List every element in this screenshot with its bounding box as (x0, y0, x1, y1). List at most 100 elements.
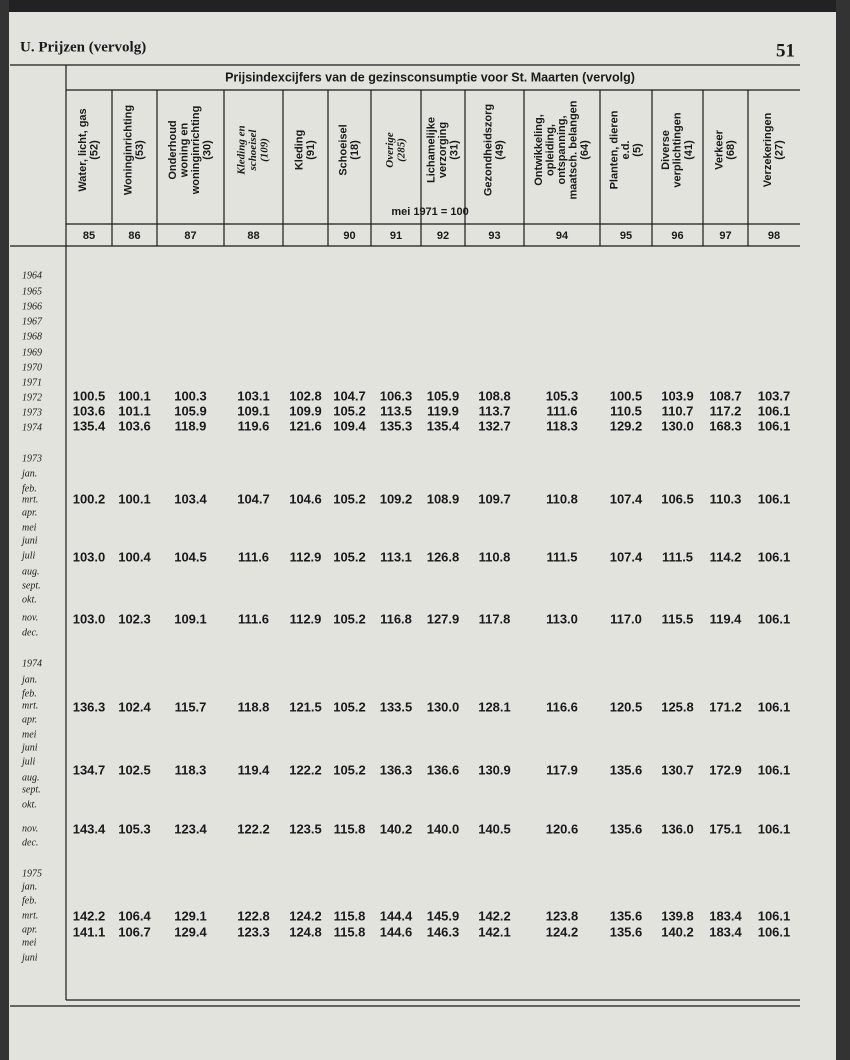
cell: 120.5 (610, 699, 643, 714)
cell: 106.1 (758, 611, 791, 626)
cell: 105.2 (333, 491, 366, 506)
row-label: apr. (22, 507, 37, 518)
cell: 142.1 (478, 924, 511, 939)
column-header: opleiding, (544, 124, 556, 176)
row-label: apr. (22, 924, 37, 935)
column-header: e.d. (620, 141, 632, 160)
cell: 115.5 (662, 611, 694, 626)
row-label: dec. (22, 837, 38, 848)
cell: 140.2 (380, 821, 413, 836)
column-header: ontspanning, (556, 115, 568, 184)
cell: 106.1 (758, 699, 791, 714)
column-header: (41) (683, 140, 695, 160)
column-header: Verzekeringen (762, 112, 774, 187)
cell: 110.3 (710, 491, 742, 506)
cell: 121.5 (289, 699, 322, 714)
cell: 113.0 (546, 611, 578, 626)
cell: 112.9 (290, 611, 322, 626)
cell: 129.2 (610, 418, 643, 433)
cell: 183.4 (709, 924, 742, 939)
cell: 105.2 (333, 699, 366, 714)
column-header: (27) (774, 140, 786, 160)
row-label: dec. (22, 627, 38, 638)
cell: 109.1 (237, 403, 270, 418)
row-label: aug. (22, 772, 40, 783)
cell: 110.5 (610, 403, 642, 418)
cell: 103.9 (661, 388, 694, 403)
cell: 113.5 (380, 403, 412, 418)
row-label: 1970 (22, 362, 42, 373)
column-header: Overige (384, 132, 396, 168)
cell: 109.7 (478, 491, 511, 506)
row-label: apr. (22, 714, 37, 725)
cell: 100.2 (73, 491, 106, 506)
cell: 106.4 (118, 908, 151, 923)
cell: 103.6 (73, 403, 106, 418)
row-label: 1974 (22, 422, 42, 433)
row-label: nov. (22, 823, 38, 834)
row-label: 1964 (22, 270, 42, 281)
cell: 111.5 (662, 549, 693, 564)
cell: 117.0 (610, 611, 642, 626)
cell: 109.1 (174, 611, 207, 626)
cell: 142.2 (73, 908, 106, 923)
cell: 129.1 (174, 908, 207, 923)
column-number: 90 (343, 230, 355, 242)
cell: 109.2 (380, 491, 413, 506)
cell: 106.1 (758, 418, 791, 433)
cell: 105.2 (333, 611, 366, 626)
cell: 145.9 (427, 908, 460, 923)
cell: 113.7 (479, 403, 511, 418)
row-label: feb. (22, 895, 37, 906)
cell: 108.7 (709, 388, 742, 403)
cell: 146.3 (427, 924, 460, 939)
cell: 119.4 (710, 611, 743, 626)
cell: 143.4 (73, 821, 106, 836)
cell: 168.3 (709, 418, 742, 433)
cell: 105.3 (118, 821, 151, 836)
cell: 106.1 (758, 821, 791, 836)
cell: 100.1 (118, 388, 151, 403)
cell: 119.6 (238, 418, 270, 433)
cell: 116.8 (380, 611, 412, 626)
cell: 128.1 (478, 699, 511, 714)
cell: 175.1 (709, 821, 742, 836)
cell: 123.3 (237, 924, 270, 939)
cell: 120.6 (546, 821, 579, 836)
row-label: feb. (22, 688, 37, 699)
cell: 171.2 (709, 699, 742, 714)
column-header: (18) (349, 140, 361, 160)
column-number: 87 (184, 230, 196, 242)
row-label: mrt. (22, 910, 38, 921)
cell: 103.6 (118, 418, 151, 433)
cell: 135.3 (380, 418, 413, 433)
cell: 102.3 (118, 611, 151, 626)
column-header: Verkeer (714, 129, 726, 169)
column-header: Water, licht, gas (77, 108, 89, 191)
cell: 103.0 (73, 549, 106, 564)
cell: 119.9 (427, 403, 459, 418)
cell: 114.2 (710, 549, 742, 564)
column-header: Kleding (294, 130, 306, 170)
cell: 111.6 (238, 611, 269, 626)
row-label: mrt. (22, 700, 38, 711)
cell: 133.5 (380, 699, 413, 714)
column-header: (31) (448, 140, 460, 160)
row-label: juli (20, 550, 36, 561)
section-title: U. Prijzen (vervolg) (20, 39, 146, 55)
cell: 136.3 (73, 699, 106, 714)
cell: 108.8 (478, 388, 511, 403)
cell: 136.3 (380, 762, 413, 777)
row-label: 1967 (22, 316, 43, 327)
row-label: 1969 (22, 347, 42, 358)
row-label: aug. (22, 566, 40, 577)
column-header: (64) (579, 140, 591, 160)
row-label: 1971 (22, 377, 42, 388)
row-label: 1966 (22, 301, 42, 312)
row-label: 1975 (22, 868, 42, 879)
cell: 106.3 (380, 388, 413, 403)
column-number: 92 (437, 230, 449, 242)
cell: 125.8 (661, 699, 694, 714)
row-label: okt. (22, 594, 37, 605)
cell: 123.5 (289, 821, 322, 836)
